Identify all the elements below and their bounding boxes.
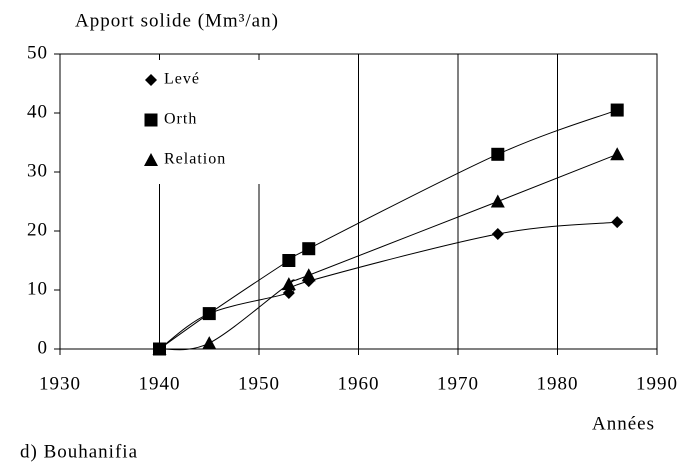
plot-frame: [59, 53, 658, 350]
y-tick-label: 40: [27, 101, 48, 122]
series-line: [159, 221, 618, 350]
marker: [610, 147, 625, 161]
legend: Levé Orth Relation: [138, 60, 262, 184]
marker: [302, 242, 316, 256]
x-tick-label: 1960: [338, 373, 380, 394]
x-tick-label: 1950: [238, 373, 280, 394]
marker: [490, 194, 505, 208]
legend-box: [138, 60, 262, 184]
marker: [301, 268, 316, 282]
y-tick-label: 30: [27, 160, 48, 181]
marker: [202, 307, 216, 321]
x-tick-label: 1990: [636, 373, 678, 394]
caption: d) Bouhanifia: [20, 441, 138, 462]
marker: [491, 147, 505, 161]
marker: [281, 277, 296, 291]
legend-marker: [145, 74, 157, 86]
y-tick-label: 10: [27, 278, 48, 299]
legend-label: Orth: [164, 111, 197, 128]
x-tick-label: 1940: [139, 373, 181, 394]
legend-label: Levé: [164, 71, 200, 88]
chart-title: Apport solide (Mm³/an): [75, 10, 279, 31]
x-axis-label: Années: [592, 413, 655, 434]
legend-marker: [144, 153, 158, 166]
x-tick-label: 1980: [537, 373, 579, 394]
y-tick-label: 50: [27, 42, 48, 63]
x-tick-label: 1930: [39, 373, 81, 394]
y-tick-label: 20: [27, 219, 48, 240]
marker: [611, 216, 624, 229]
y-tick-label: 0: [38, 337, 49, 358]
marker: [491, 227, 504, 240]
marker: [282, 254, 296, 267]
marker: [152, 342, 167, 355]
legend-marker: [144, 113, 158, 127]
marker: [202, 336, 217, 350]
x-tick-label: 1970: [437, 373, 479, 394]
marker: [610, 103, 624, 117]
legend-label: Relation: [164, 151, 226, 168]
